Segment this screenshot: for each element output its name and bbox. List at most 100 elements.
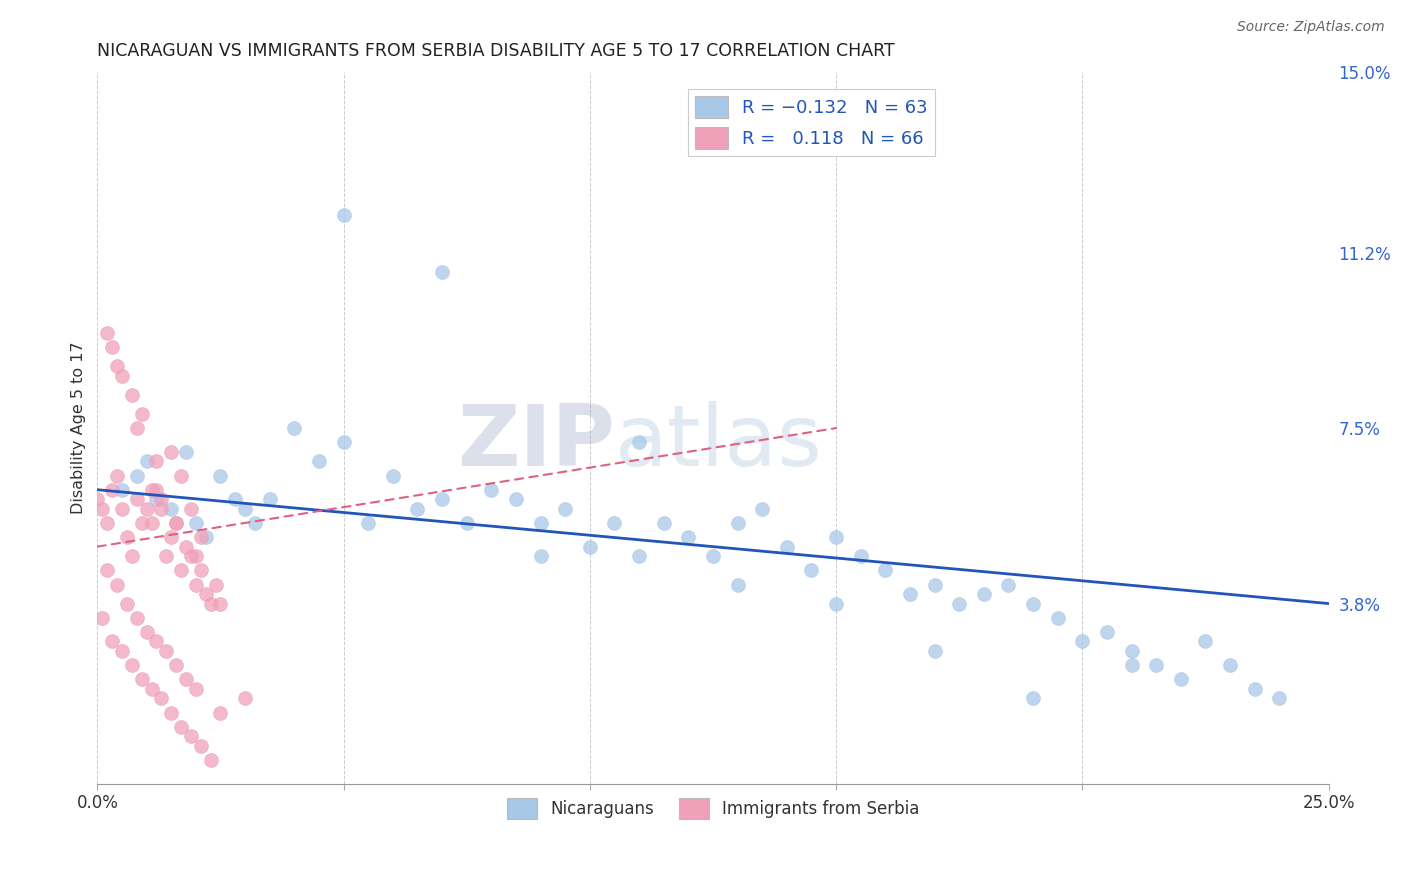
Point <box>180 549 202 563</box>
Point <box>948 597 970 611</box>
Point <box>924 644 946 658</box>
Point <box>332 435 354 450</box>
Point <box>121 658 143 673</box>
Text: atlas: atlas <box>614 401 823 483</box>
Point <box>141 681 163 696</box>
Point <box>145 483 167 497</box>
Point <box>776 540 799 554</box>
Point <box>184 577 207 591</box>
Point <box>224 492 246 507</box>
Point <box>603 516 626 530</box>
Point <box>160 706 183 720</box>
Point <box>111 501 134 516</box>
Point <box>194 587 217 601</box>
Point <box>150 492 173 507</box>
Point <box>1243 681 1265 696</box>
Point <box>628 435 651 450</box>
Point <box>825 530 848 544</box>
Point <box>1219 658 1241 673</box>
Point <box>628 549 651 563</box>
Point <box>357 516 380 530</box>
Point <box>332 208 354 222</box>
Point <box>209 468 232 483</box>
Point <box>125 492 148 507</box>
Point <box>875 563 897 577</box>
Point <box>233 691 256 706</box>
Point <box>96 563 118 577</box>
Point <box>160 444 183 458</box>
Point <box>200 597 222 611</box>
Point <box>180 501 202 516</box>
Point <box>751 501 773 516</box>
Point <box>479 483 502 497</box>
Point <box>170 720 193 734</box>
Point <box>170 563 193 577</box>
Point <box>727 577 749 591</box>
Point <box>1121 644 1143 658</box>
Point <box>141 483 163 497</box>
Point <box>145 454 167 468</box>
Point <box>101 634 124 648</box>
Point <box>131 673 153 687</box>
Point <box>1046 611 1069 625</box>
Point <box>150 501 173 516</box>
Point <box>973 587 995 601</box>
Point <box>190 739 212 753</box>
Text: ZIP: ZIP <box>457 401 614 483</box>
Point <box>160 530 183 544</box>
Point <box>150 691 173 706</box>
Point <box>308 454 330 468</box>
Text: NICARAGUAN VS IMMIGRANTS FROM SERBIA DISABILITY AGE 5 TO 17 CORRELATION CHART: NICARAGUAN VS IMMIGRANTS FROM SERBIA DIS… <box>97 42 896 60</box>
Point <box>121 549 143 563</box>
Point <box>259 492 281 507</box>
Point <box>145 492 167 507</box>
Point <box>1194 634 1216 648</box>
Point <box>456 516 478 530</box>
Point <box>849 549 872 563</box>
Point <box>204 577 226 591</box>
Point <box>135 454 157 468</box>
Point <box>825 597 848 611</box>
Point <box>91 611 114 625</box>
Point <box>121 388 143 402</box>
Point <box>96 326 118 341</box>
Point <box>101 483 124 497</box>
Point <box>579 540 602 554</box>
Point <box>125 468 148 483</box>
Point <box>430 264 453 278</box>
Y-axis label: Disability Age 5 to 17: Disability Age 5 to 17 <box>72 342 86 515</box>
Point <box>180 729 202 743</box>
Point <box>115 530 138 544</box>
Text: Source: ZipAtlas.com: Source: ZipAtlas.com <box>1237 20 1385 34</box>
Point <box>243 516 266 530</box>
Point <box>111 483 134 497</box>
Point <box>105 359 128 374</box>
Point <box>1170 673 1192 687</box>
Point <box>898 587 921 601</box>
Point <box>135 501 157 516</box>
Point <box>125 611 148 625</box>
Point <box>111 368 134 383</box>
Point <box>111 644 134 658</box>
Point <box>165 516 187 530</box>
Point <box>1095 625 1118 640</box>
Point <box>165 516 187 530</box>
Point <box>194 530 217 544</box>
Point <box>800 563 823 577</box>
Point <box>924 577 946 591</box>
Point <box>184 549 207 563</box>
Point <box>105 468 128 483</box>
Point <box>155 549 177 563</box>
Point <box>174 540 197 554</box>
Point <box>209 597 232 611</box>
Point <box>283 421 305 435</box>
Point <box>135 625 157 640</box>
Point <box>115 597 138 611</box>
Legend: Nicaraguans, Immigrants from Serbia: Nicaraguans, Immigrants from Serbia <box>501 791 927 825</box>
Point <box>1144 658 1167 673</box>
Point <box>131 407 153 421</box>
Point <box>997 577 1019 591</box>
Point <box>200 753 222 767</box>
Point <box>155 644 177 658</box>
Point <box>381 468 404 483</box>
